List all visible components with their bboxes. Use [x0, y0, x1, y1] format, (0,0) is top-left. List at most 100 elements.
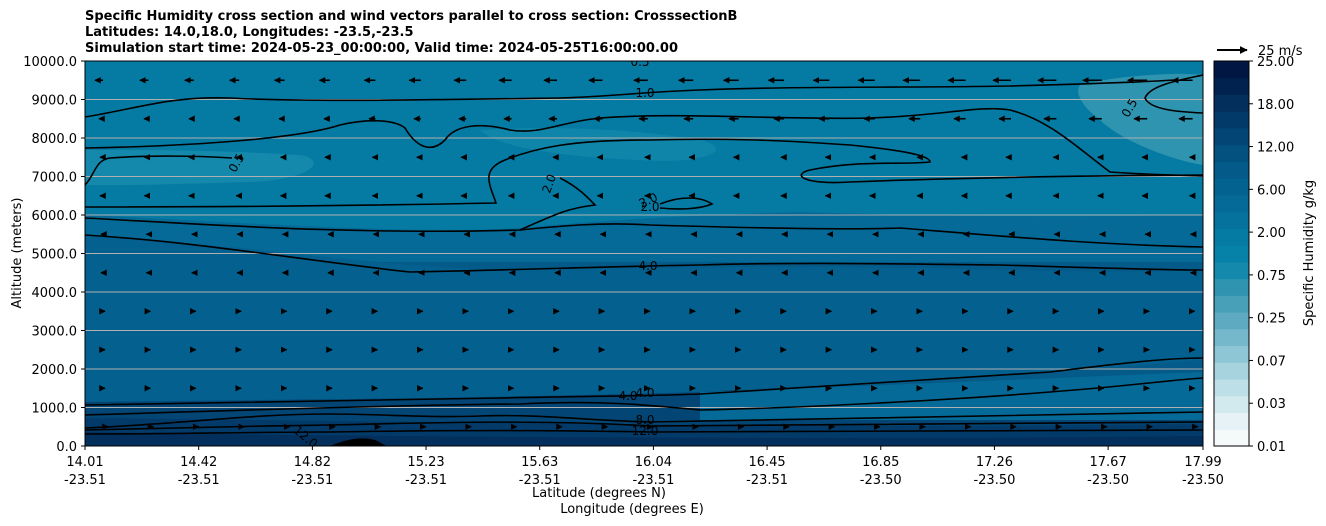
- contour-line-4.0-lower: [85, 411, 1203, 429]
- plot-area: 0.5 0.5 1.0 2.0 2.0 2.0 0.5 4.0 4.0 4.0 …: [85, 55, 1203, 446]
- x-tick-label-lat: 17.99: [1184, 455, 1221, 470]
- chart-title-line-1: Specific Humidity cross section and wind…: [85, 9, 738, 24]
- contour-label: 4.0: [635, 386, 654, 400]
- colorbar-segment: [1214, 211, 1249, 229]
- y-tick-label: 3000.0: [32, 325, 78, 340]
- colorbar: [1214, 61, 1249, 447]
- y-tick-label: 5000.0: [32, 248, 78, 263]
- contour-label: 4.0: [618, 389, 637, 403]
- x-tick-label-lat: 17.67: [1090, 455, 1127, 470]
- y-axis: 0.0 1000.0 2000.0 3000.0 4000.0 5000.0 6000.0 7…: [23, 55, 85, 455]
- contour-label: 2.0: [539, 172, 559, 195]
- contour-line-4.0-upper: [85, 357, 1203, 406]
- colorbar-tick-label: 0.07: [1257, 354, 1286, 369]
- colorbar-tick-label: 2.00: [1257, 226, 1286, 241]
- colorbar-segment: [1214, 77, 1249, 95]
- x-tick-label-lon: -23.51: [178, 473, 220, 488]
- quiver-key: 25 m/s: [1217, 44, 1303, 59]
- colorbar-segment: [1214, 295, 1249, 313]
- x-axis-label-latitude: Latitude (degrees N): [532, 486, 666, 501]
- moisture-band-upper: [85, 212, 1203, 262]
- contour-line-1.0-lower: [85, 138, 1203, 208]
- colorbar-segment: [1214, 228, 1249, 246]
- x-tick-label-lat: 14.82: [294, 455, 331, 470]
- y-tick-label: 2000.0: [32, 363, 78, 378]
- contour-label: 2.0: [640, 200, 659, 214]
- colorbar-tick-label: 0.01: [1257, 440, 1286, 455]
- colorbar-ticks: 25.00 18.00 12.00 6.00 2.00 0.75 0.25 0.07 0.03 0…: [1249, 55, 1294, 455]
- x-tick-label-lon: -23.50: [860, 473, 902, 488]
- x-tick-label-lon: -23.51: [405, 473, 447, 488]
- x-tick-label-lon: -23.51: [746, 473, 788, 488]
- colorbar-segment: [1214, 362, 1249, 380]
- x-tick-label-lon: -23.51: [291, 473, 333, 488]
- x-axis-label-longitude: Longitude (degrees E): [560, 502, 704, 517]
- contour-line-8.0: [85, 421, 1203, 431]
- x-tick-label-lat: 15.63: [521, 455, 558, 470]
- colorbar-segment: [1214, 111, 1249, 129]
- colorbar-segment: [1214, 278, 1249, 296]
- colorbar-segment: [1214, 312, 1249, 330]
- x-axis: 14.01 -23.51 14.42 -23.51 14.82 -23.51 15.23 -2…: [64, 446, 1224, 488]
- colorbar-segment: [1214, 94, 1249, 112]
- colorbar-segment: [1214, 328, 1249, 347]
- colorbar-segment: [1214, 379, 1249, 397]
- colorbar-frame: [1213, 60, 1250, 447]
- x-tick-label-lon: -23.51: [632, 473, 674, 488]
- terrain: [330, 438, 388, 446]
- wind-vectors: [94, 77, 1199, 430]
- contour-line-1.0-upper: [85, 79, 1176, 118]
- colorbar-segment: [1214, 429, 1249, 447]
- contour-lines: [85, 74, 1203, 435]
- x-tick-label-lat: 15.23: [407, 455, 444, 470]
- colorbar-segment: [1214, 61, 1249, 79]
- contour-label: 1.0: [635, 86, 654, 100]
- colorbar-segment: [1214, 395, 1249, 414]
- y-tick-label: 7000.0: [32, 171, 78, 186]
- colorbar-tick-label: 0.25: [1257, 312, 1286, 327]
- colorbar-segment: [1214, 194, 1249, 213]
- contour-line-2.0-bottom: [85, 234, 1203, 273]
- contour-line-2.0-blob: [659, 197, 714, 210]
- colorbar-tick-label: 0.03: [1257, 397, 1286, 412]
- y-tick-label: 4000.0: [32, 286, 78, 301]
- x-tick-label-lat: 16.04: [635, 455, 672, 470]
- y-axis-label: Altitude (meters): [10, 198, 25, 309]
- contour-line-1.0-mid: [85, 107, 1203, 177]
- x-tick-label-lat: 17.26: [976, 455, 1013, 470]
- colorbar-segment: [1214, 127, 1249, 146]
- x-tick-label-lon: -23.51: [64, 473, 106, 488]
- x-tick-label-lat: 14.42: [180, 455, 217, 470]
- colorbar-tick-label: 0.75: [1257, 269, 1286, 284]
- x-tick-label-lon: -23.50: [973, 473, 1015, 488]
- colorbar-segment: [1214, 245, 1249, 263]
- colorbar-segment: [1214, 261, 1249, 280]
- colorbar-tick-label: 6.00: [1257, 183, 1286, 198]
- x-tick-label-lon: -23.50: [1182, 473, 1224, 488]
- x-tick-label-lon: -23.51: [519, 473, 561, 488]
- moisture-band-mid: [85, 235, 1203, 402]
- contour-label: 8.0: [635, 413, 654, 427]
- contour-line-2.0-center: [519, 177, 597, 231]
- y-tick-label: 0.0: [56, 440, 77, 455]
- quiver-key-label: 25 m/s: [1258, 44, 1303, 59]
- contour-label: 0.5: [630, 55, 649, 69]
- y-tick-label: 9000.0: [32, 94, 78, 109]
- colorbar-tick-label: 18.00: [1257, 98, 1294, 113]
- colorbar-segment: [1214, 345, 1249, 363]
- x-tick-label-lat: 14.01: [66, 455, 103, 470]
- dry-pocket-center: [480, 128, 717, 161]
- contour-line-12.0: [85, 429, 1203, 435]
- x-tick-label-lon: -23.50: [1087, 473, 1129, 488]
- colorbar-segment: [1214, 144, 1249, 162]
- x-tick-label-lat: 16.45: [748, 455, 785, 470]
- colorbar-segment: [1214, 161, 1249, 179]
- chart-title-line-2: Latitudes: 14.0,18.0, Longitudes: -23.5,…: [85, 25, 414, 40]
- chart-title-line-3: Simulation start time: 2024-05-23_00:00:…: [85, 41, 678, 56]
- y-tick-label: 8000.0: [32, 132, 78, 147]
- contour-label: 12.0: [632, 424, 659, 438]
- contour-line-0.5-left: [85, 155, 233, 186]
- y-tick-label: 6000.0: [32, 209, 78, 224]
- colorbar-segment: [1214, 412, 1249, 430]
